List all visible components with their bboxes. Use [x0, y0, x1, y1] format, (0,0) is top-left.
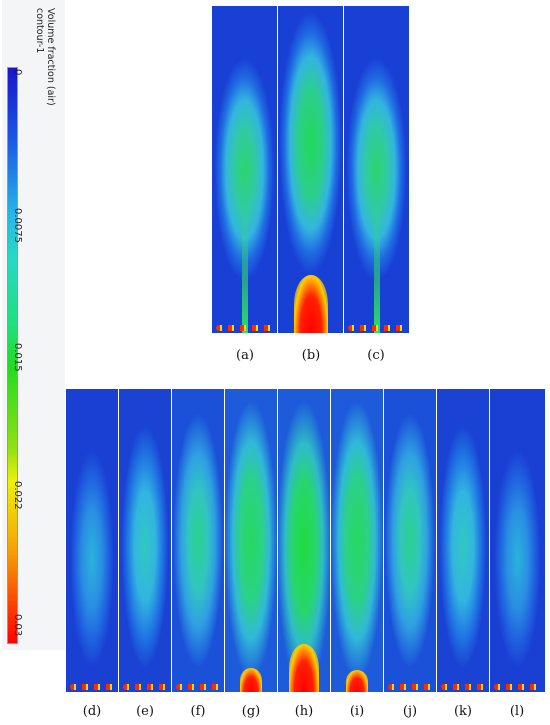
- label-i: (i): [349, 704, 365, 719]
- colorbar-title: Volume fraction (air) contour-1: [34, 8, 56, 106]
- contour-panel-a: [212, 6, 277, 333]
- contour-panel-e: [119, 389, 171, 692]
- colorbar-title-line2: contour-1: [34, 8, 45, 54]
- label-j: (j): [402, 704, 418, 719]
- label-k: (k): [453, 704, 473, 719]
- nozzles-e: [123, 684, 167, 690]
- contour-panel-i: [331, 389, 383, 692]
- label-a: (a): [236, 348, 254, 363]
- jet-a: [241, 195, 248, 333]
- colorbar-tick-0: 0: [12, 69, 23, 76]
- label-h: (h): [294, 704, 314, 719]
- contour-panel-d: [66, 389, 118, 692]
- colorbar-scale: [7, 67, 18, 644]
- contour-panel-k: [437, 389, 489, 692]
- contour-panel-c: [344, 6, 409, 333]
- nozzles-c: [348, 325, 405, 331]
- contour-panel-b: [278, 6, 343, 333]
- label-c: (c): [367, 348, 385, 363]
- contour-panel-h: [278, 389, 330, 692]
- contour-panel-l: [490, 389, 545, 692]
- contour-panel-j: [384, 389, 436, 692]
- label-d: (d): [82, 704, 102, 719]
- nozzles-a: [216, 325, 273, 331]
- nozzles-l: [494, 684, 541, 690]
- label-g: (g): [241, 704, 261, 719]
- label-f: (f): [190, 704, 206, 719]
- colorbar-panel: Volume fraction (air) contour-1 0 0.0075…: [2, 0, 65, 650]
- jet-c: [373, 195, 380, 333]
- core-g: [240, 668, 262, 692]
- nozzles-k: [441, 684, 485, 690]
- label-b: (b): [301, 348, 321, 363]
- contour-panel-g: [225, 389, 277, 692]
- nozzles-j: [388, 684, 432, 690]
- label-e: (e): [136, 704, 154, 719]
- contour-panel-f: [172, 389, 224, 692]
- label-l: (l): [509, 704, 525, 719]
- colorbar-tick-1: 0.0075: [12, 208, 23, 243]
- colorbar-tick-4: 0.03: [12, 614, 23, 637]
- core-b: [293, 275, 328, 333]
- colorbar-title-line1: Volume fraction (air): [45, 8, 56, 106]
- nozzles-d: [70, 684, 114, 690]
- colorbar-tick-2: 0.015: [12, 343, 23, 372]
- core-h: [289, 644, 319, 692]
- colorbar-tick-3: 0.022: [12, 481, 23, 510]
- core-i: [346, 670, 368, 692]
- nozzles-f: [176, 684, 220, 690]
